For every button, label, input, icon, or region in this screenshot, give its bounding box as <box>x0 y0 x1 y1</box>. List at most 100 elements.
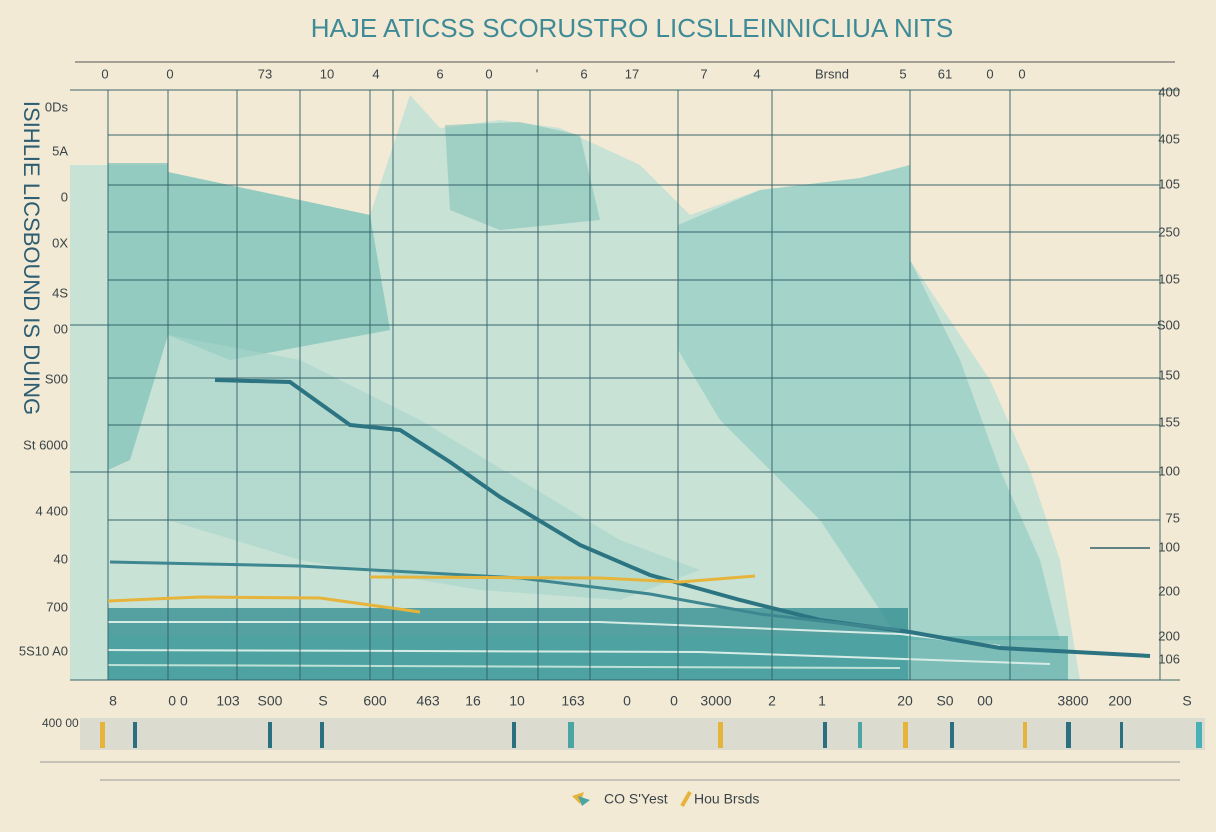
x-tick-label: 00 <box>977 693 993 709</box>
right-tick-label: 100 <box>1158 463 1180 478</box>
x-tick-label: 463 <box>416 693 440 709</box>
x-tick-label: 600 <box>363 693 387 709</box>
x-tick-label: 2 <box>768 693 776 709</box>
strip-tick <box>718 722 723 748</box>
strip-tick <box>133 722 137 748</box>
top-label: 0 <box>1018 66 1025 81</box>
top-label: 0 <box>485 66 492 81</box>
chart-title: HAJE ATICSS SCORUSTRO LICSLLEINNICLIUA N… <box>311 13 953 43</box>
top-label: 4 <box>372 66 379 81</box>
strip <box>80 718 1205 750</box>
left-tick-label: 0X <box>52 235 68 250</box>
left-tick-label: 5S10 A0 <box>19 643 68 658</box>
left-tick-label: 0 <box>61 189 68 204</box>
right-tick-label: S00 <box>1157 317 1180 332</box>
strip-tick <box>100 722 105 748</box>
left-tick-label: 0Ds <box>45 99 69 114</box>
top-label: ' <box>536 66 538 81</box>
x-tick-label: 10 <box>509 693 525 709</box>
right-tick-label: 400 <box>1158 84 1180 99</box>
strip-tick <box>512 722 516 748</box>
top-label: 61 <box>938 66 952 81</box>
series-line <box>109 560 901 632</box>
right-tick-label: 105 <box>1158 176 1180 191</box>
x-tick-label: 20 <box>897 693 913 709</box>
x-tick-label: 3800 <box>1057 693 1088 709</box>
right-tick-label: 155 <box>1158 414 1180 429</box>
strip-tick <box>268 722 272 748</box>
band-mid <box>108 636 1068 680</box>
top-label: 0 <box>166 66 173 81</box>
x-tick-label: S00 <box>258 693 283 709</box>
x-tick-label: S <box>1182 693 1191 709</box>
legend-icon <box>578 796 590 806</box>
strip-tick <box>1120 722 1123 748</box>
right-tick-label: 106 <box>1158 651 1180 666</box>
right-tick-label: 405 <box>1158 131 1180 146</box>
x-tick-label: 0 0 <box>168 693 188 709</box>
left-tick-label: 700 <box>46 599 68 614</box>
area-mid <box>445 122 600 230</box>
strip-tick <box>568 722 574 748</box>
strip-tick <box>950 722 954 748</box>
x-tick-label: 103 <box>216 693 240 709</box>
left-tick-label: S00 <box>45 371 68 386</box>
top-label: 10 <box>320 66 334 81</box>
x-tick-label: 0 <box>623 693 631 709</box>
strip-tick <box>858 722 862 748</box>
left-tick-label: 40 <box>54 551 68 566</box>
right-tick-label: 250 <box>1158 224 1180 239</box>
right-tick-label: 105 <box>1158 271 1180 286</box>
top-label: 17 <box>625 66 639 81</box>
legend-entry: CO S'Yest <box>604 791 668 807</box>
x-tick-label: 1 <box>818 693 826 709</box>
series-line-yellow <box>107 595 421 614</box>
x-tick-label: 163 <box>561 693 585 709</box>
top-label: 5 <box>899 66 906 81</box>
x-tick-label: S0 <box>936 693 953 709</box>
x-tick-label: 8 <box>109 693 117 709</box>
x-tick-label: S <box>318 693 327 709</box>
series-line-yellow <box>369 574 756 584</box>
left-tick-label: 5A <box>52 143 68 158</box>
left-tick-label: 4S <box>52 285 68 300</box>
x-tick-label: 3000 <box>700 693 731 709</box>
top-label: 7 <box>700 66 707 81</box>
strip-tick <box>1196 722 1202 748</box>
left-tick-label: 4 400 <box>35 503 68 518</box>
right-tick-label: 200 <box>1158 583 1180 598</box>
y-axis-label: ISIHLIE LICSBOUND IS DUING <box>19 101 44 415</box>
right-tick-label: 100 <box>1158 539 1180 554</box>
x-tick-label: 0 <box>670 693 678 709</box>
x-tick-label: 200 <box>1108 693 1132 709</box>
legend-entry: Hou Brsds <box>694 791 759 807</box>
right-tick-label: 150 <box>1158 367 1180 382</box>
top-label: 6 <box>436 66 443 81</box>
series-line <box>214 378 1151 658</box>
area-band <box>168 335 700 600</box>
band-line <box>107 664 901 669</box>
x-tick-label: 16 <box>465 693 481 709</box>
strip-label: 400 00 <box>42 716 79 730</box>
strip-tick <box>320 722 324 748</box>
top-label: 4 <box>753 66 760 81</box>
band-line <box>107 649 1051 665</box>
top-label: 73 <box>258 66 272 81</box>
top-label: 0 <box>101 66 108 81</box>
strip-tick <box>903 722 908 748</box>
strip-tick <box>1066 722 1071 748</box>
right-tick-label: 200 <box>1158 628 1180 643</box>
legend-icon <box>680 791 692 807</box>
area-dark-left <box>108 163 390 470</box>
area-dark-right <box>678 165 1060 640</box>
top-label: 6 <box>580 66 587 81</box>
left-tick-label: 00 <box>54 321 68 336</box>
left-tick-label: St 6000 <box>23 437 68 452</box>
strip-tick <box>823 722 827 748</box>
right-tick-label: 75 <box>1166 510 1180 525</box>
top-label: Brsnd <box>815 66 849 81</box>
top-label: 0 <box>986 66 993 81</box>
strip-ticks <box>100 722 1202 748</box>
strip-tick <box>1023 722 1027 748</box>
